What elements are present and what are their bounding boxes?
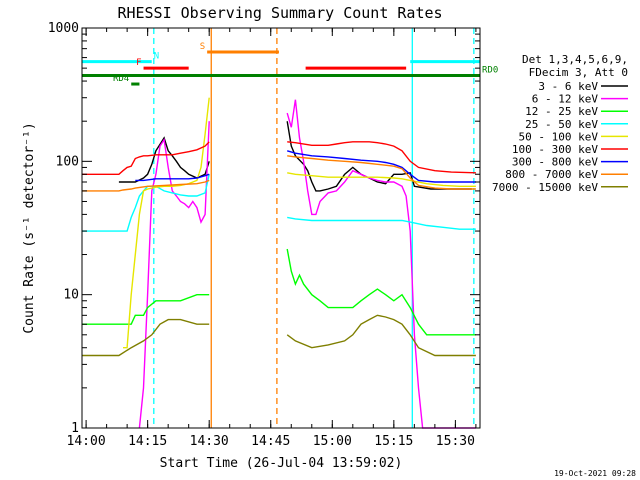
time-markers — [153, 28, 475, 428]
series-line — [118, 121, 472, 192]
y-tick-label: 100 — [56, 154, 79, 169]
y-tick-label: 1 — [71, 421, 79, 436]
legend-label: 50 - 100 keV — [519, 130, 599, 143]
legend-label: 7000 - 15000 keV — [492, 181, 598, 194]
x-tick-label: 14:15 — [128, 434, 167, 449]
plot-frame — [81, 27, 481, 429]
flag-label: S — [200, 42, 205, 52]
flag-label: RD0 — [482, 66, 498, 76]
x-tick-label: 14:30 — [190, 434, 229, 449]
legend-label: 12 - 25 keV — [525, 105, 598, 118]
legend-header: FDecim 3, Att 0 — [529, 66, 628, 79]
legend-label: 300 - 800 keV — [512, 156, 598, 169]
legend: Det 1,3,4,5,6,9,FDecim 3, Att 03 - 6 keV… — [492, 53, 628, 194]
legend-label: 6 - 12 keV — [532, 93, 599, 106]
series-line — [82, 141, 476, 175]
series-line — [123, 97, 476, 349]
x-tick-label: 15:30 — [436, 434, 475, 449]
status-flags: N F RD0 S RD4 — [82, 42, 498, 86]
flag-label: F — [136, 58, 141, 68]
axes: 1 10 100 1000 14:00 14:15 14:30 14:45 15:00 15:15… — [48, 21, 480, 449]
series-line — [82, 155, 476, 192]
flag-label: RD4 — [113, 74, 129, 84]
x-tick-label: 14:45 — [251, 434, 290, 449]
x-tick-label: 15:00 — [313, 434, 352, 449]
series-line — [82, 248, 476, 336]
y-tick-label: 10 — [63, 288, 79, 303]
y-axis-label: Count Rate (s⁻¹ detector⁻¹) — [22, 122, 37, 333]
legend-label: 3 - 6 keV — [538, 80, 598, 93]
legend-label: 100 - 300 keV — [512, 143, 598, 156]
flag-label: N — [154, 52, 159, 62]
timestamp: 19-Oct-2021 09:28 — [554, 469, 636, 478]
legend-label: 800 - 7000 keV — [505, 168, 598, 181]
legend-label: 25 - 50 keV — [525, 118, 598, 131]
x-tick-label: 15:15 — [374, 434, 413, 449]
chart-title: RHESSI Observing Summary Count Rates — [117, 4, 442, 22]
x-tick-label: 14:00 — [67, 434, 106, 449]
series-line — [82, 314, 476, 357]
series-line — [135, 150, 476, 183]
x-axis-label: Start Time (26-Jul-04 13:59:02) — [160, 456, 403, 471]
y-tick-label: 1000 — [48, 21, 79, 36]
series-lines — [82, 97, 476, 429]
legend-header: Det 1,3,4,5,6,9, — [522, 53, 628, 66]
